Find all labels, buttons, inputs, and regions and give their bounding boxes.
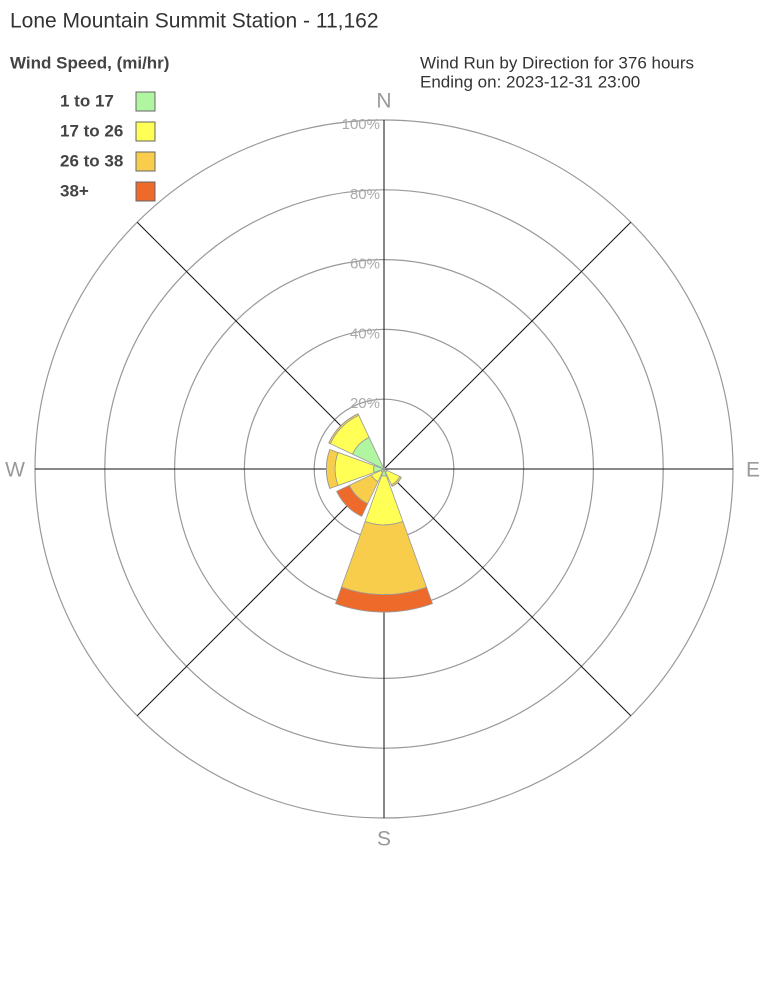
r-tick-label: 100%	[342, 116, 380, 133]
legend-title: Wind Speed, (mi/hr)	[10, 53, 169, 72]
legend-label: 17 to 26	[60, 121, 123, 140]
wedge-segment	[391, 476, 402, 487]
spoke	[383, 221, 632, 470]
legend-swatch	[135, 151, 156, 172]
legend-swatch	[135, 181, 156, 202]
legend-label: 38+	[60, 181, 89, 200]
r-tick-label: 80%	[350, 186, 380, 203]
direction-label: N	[376, 90, 391, 113]
legend-swatch	[135, 91, 156, 112]
direction-label: E	[746, 459, 760, 482]
direction-label: W	[5, 459, 25, 482]
subtitle: Ending on: 2023-12-31 23:00	[420, 72, 640, 91]
spoke	[136, 468, 385, 717]
legend-swatch	[135, 121, 156, 142]
subtitle: Wind Run by Direction for 376 hours	[420, 53, 694, 72]
r-tick-label: 20%	[350, 395, 380, 412]
wedge-segment	[336, 484, 369, 517]
wedge-segment	[335, 586, 433, 613]
spoke	[383, 468, 632, 717]
legend-label: 1 to 17	[60, 91, 114, 110]
wedge-segment	[326, 449, 331, 489]
legend-label: 26 to 38	[60, 151, 123, 170]
direction-label: S	[377, 828, 391, 851]
chart-title: Lone Mountain Summit Station - 11,162	[10, 10, 379, 33]
r-tick-label: 40%	[350, 325, 380, 342]
r-tick-label: 60%	[350, 256, 380, 273]
